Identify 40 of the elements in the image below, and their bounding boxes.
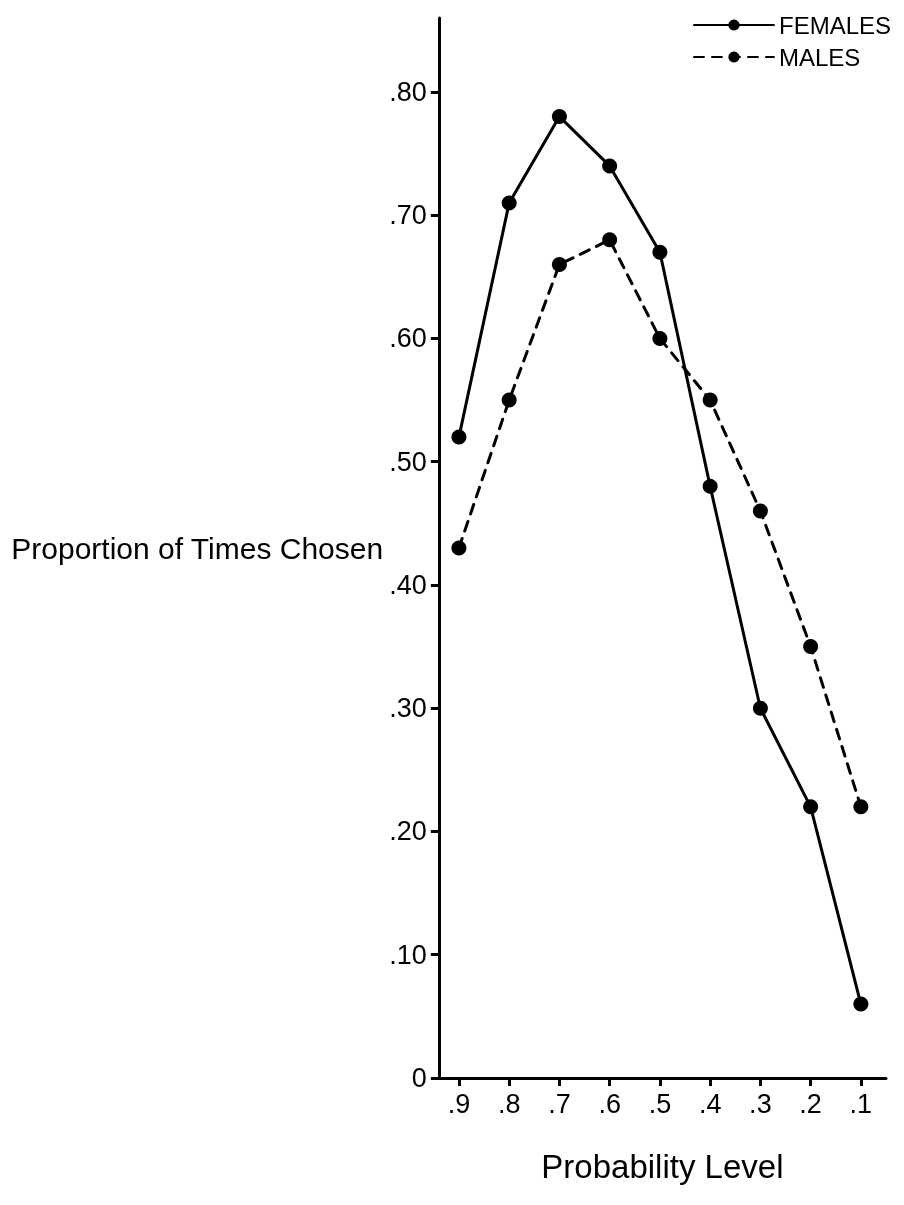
x-tick-label: .1: [849, 1088, 873, 1119]
point: [652, 330, 668, 346]
point: [702, 392, 718, 408]
point: [752, 700, 768, 716]
y-tick-label: .50: [389, 446, 427, 477]
x-tick-label: .9: [447, 1088, 471, 1119]
x-tick-label: .4: [698, 1088, 722, 1119]
point: [501, 195, 517, 211]
point: [752, 503, 768, 519]
y-axis-title: Proportion of Times Chosen: [11, 531, 384, 565]
point: [853, 996, 869, 1012]
point: [602, 232, 618, 248]
x-tick-label: .3: [749, 1088, 772, 1119]
point: [702, 478, 718, 494]
y-tick-label: .20: [389, 816, 427, 847]
y-tick-label: 0: [411, 1063, 427, 1093]
point: [803, 639, 819, 655]
y-tick-label: .10: [389, 939, 427, 970]
y-tick-label: .60: [389, 323, 427, 354]
point: [803, 799, 819, 815]
legend-label: FEMALES: [778, 11, 891, 39]
point: [853, 799, 869, 815]
point: [602, 158, 618, 174]
x-tick-label: .2: [799, 1088, 822, 1119]
point: [451, 429, 467, 445]
x-tick-label: .8: [497, 1088, 521, 1119]
y-tick-label: .70: [389, 200, 427, 231]
x-axis-title: Probability Level: [541, 1148, 784, 1185]
point: [501, 392, 517, 408]
point: [451, 540, 467, 556]
x-tick-label: .7: [548, 1088, 571, 1119]
legend-label: MALES: [778, 43, 861, 71]
x-tick-label: .5: [648, 1088, 672, 1119]
point: [551, 257, 567, 273]
x-tick-label: .6: [598, 1088, 621, 1119]
y-tick-label: .30: [389, 693, 427, 724]
point: [652, 244, 668, 260]
y-tick-label: .80: [389, 76, 427, 107]
point: [551, 109, 567, 125]
y-tick-label: .40: [389, 569, 427, 600]
